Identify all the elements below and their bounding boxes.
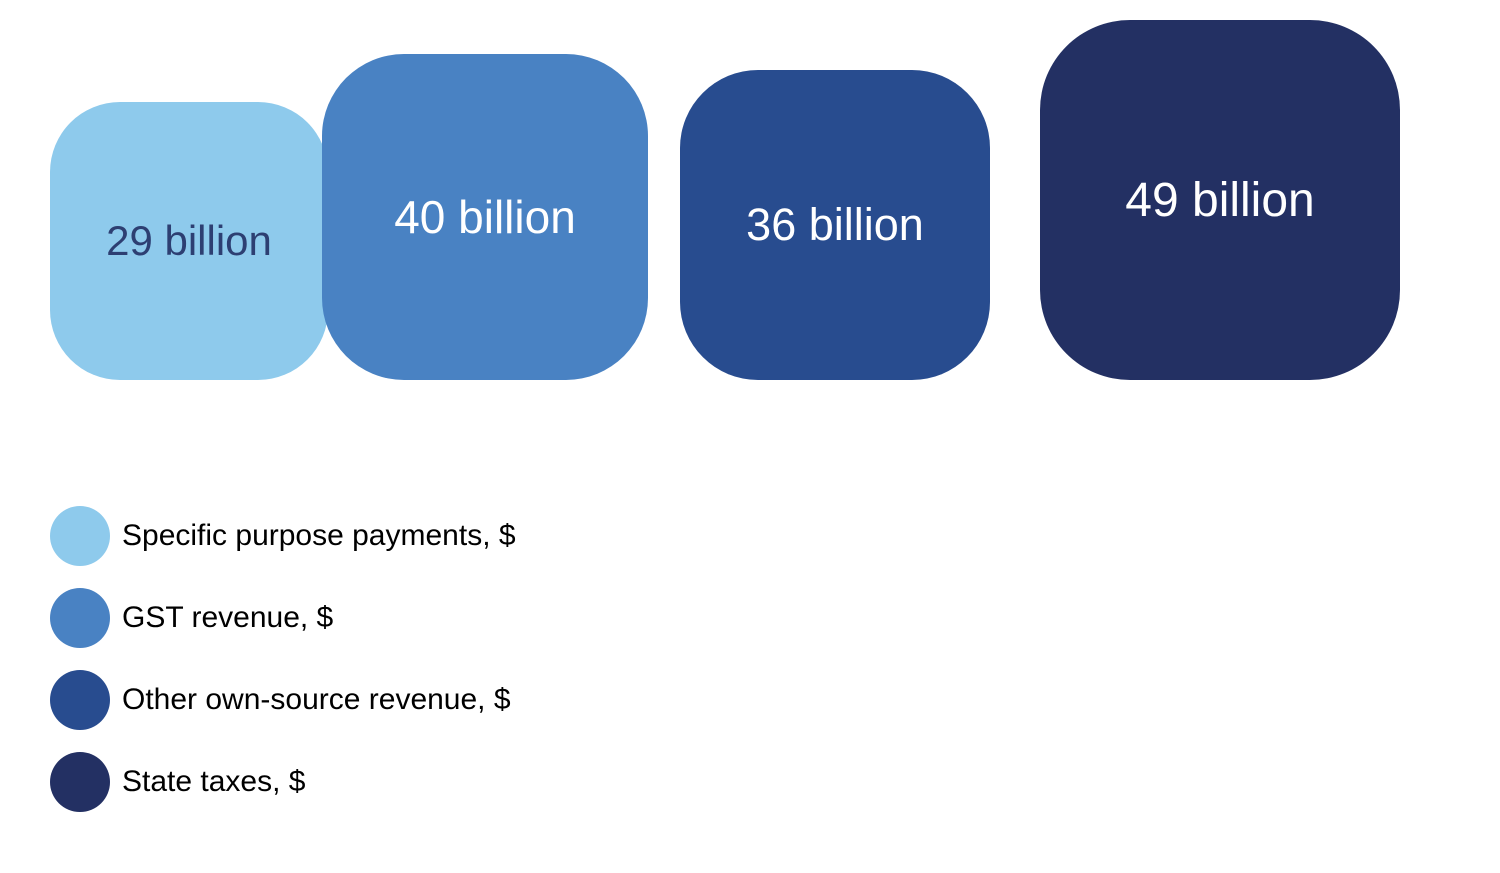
value-block-label: 29 billion	[106, 217, 272, 265]
value-block-label: 40 billion	[394, 190, 576, 244]
legend-swatch	[50, 588, 110, 648]
value-block-3: 49 billion	[1040, 20, 1400, 380]
legend-label: GST revenue, $	[122, 601, 333, 635]
legend-item-2: Other own-source revenue, $	[50, 659, 516, 741]
legend-item-3: State taxes, $	[50, 741, 516, 823]
legend-label: State taxes, $	[122, 765, 305, 799]
legend-swatch	[50, 752, 110, 812]
legend-item-1: GST revenue, $	[50, 577, 516, 659]
legend-label: Other own-source revenue, $	[122, 683, 511, 717]
legend: Specific purpose payments, $ GST revenue…	[50, 495, 516, 823]
value-blocks-row: 29 billion 40 billion 36 billion 49 bill…	[50, 20, 1400, 380]
legend-label: Specific purpose payments, $	[122, 519, 516, 553]
legend-item-0: Specific purpose payments, $	[50, 495, 516, 577]
value-block-0: 29 billion	[50, 102, 328, 380]
value-block-1: 40 billion	[322, 54, 648, 380]
legend-swatch	[50, 670, 110, 730]
value-block-2: 36 billion	[680, 70, 990, 380]
legend-swatch	[50, 506, 110, 566]
value-block-label: 36 billion	[746, 199, 924, 251]
value-block-label: 49 billion	[1125, 173, 1314, 228]
